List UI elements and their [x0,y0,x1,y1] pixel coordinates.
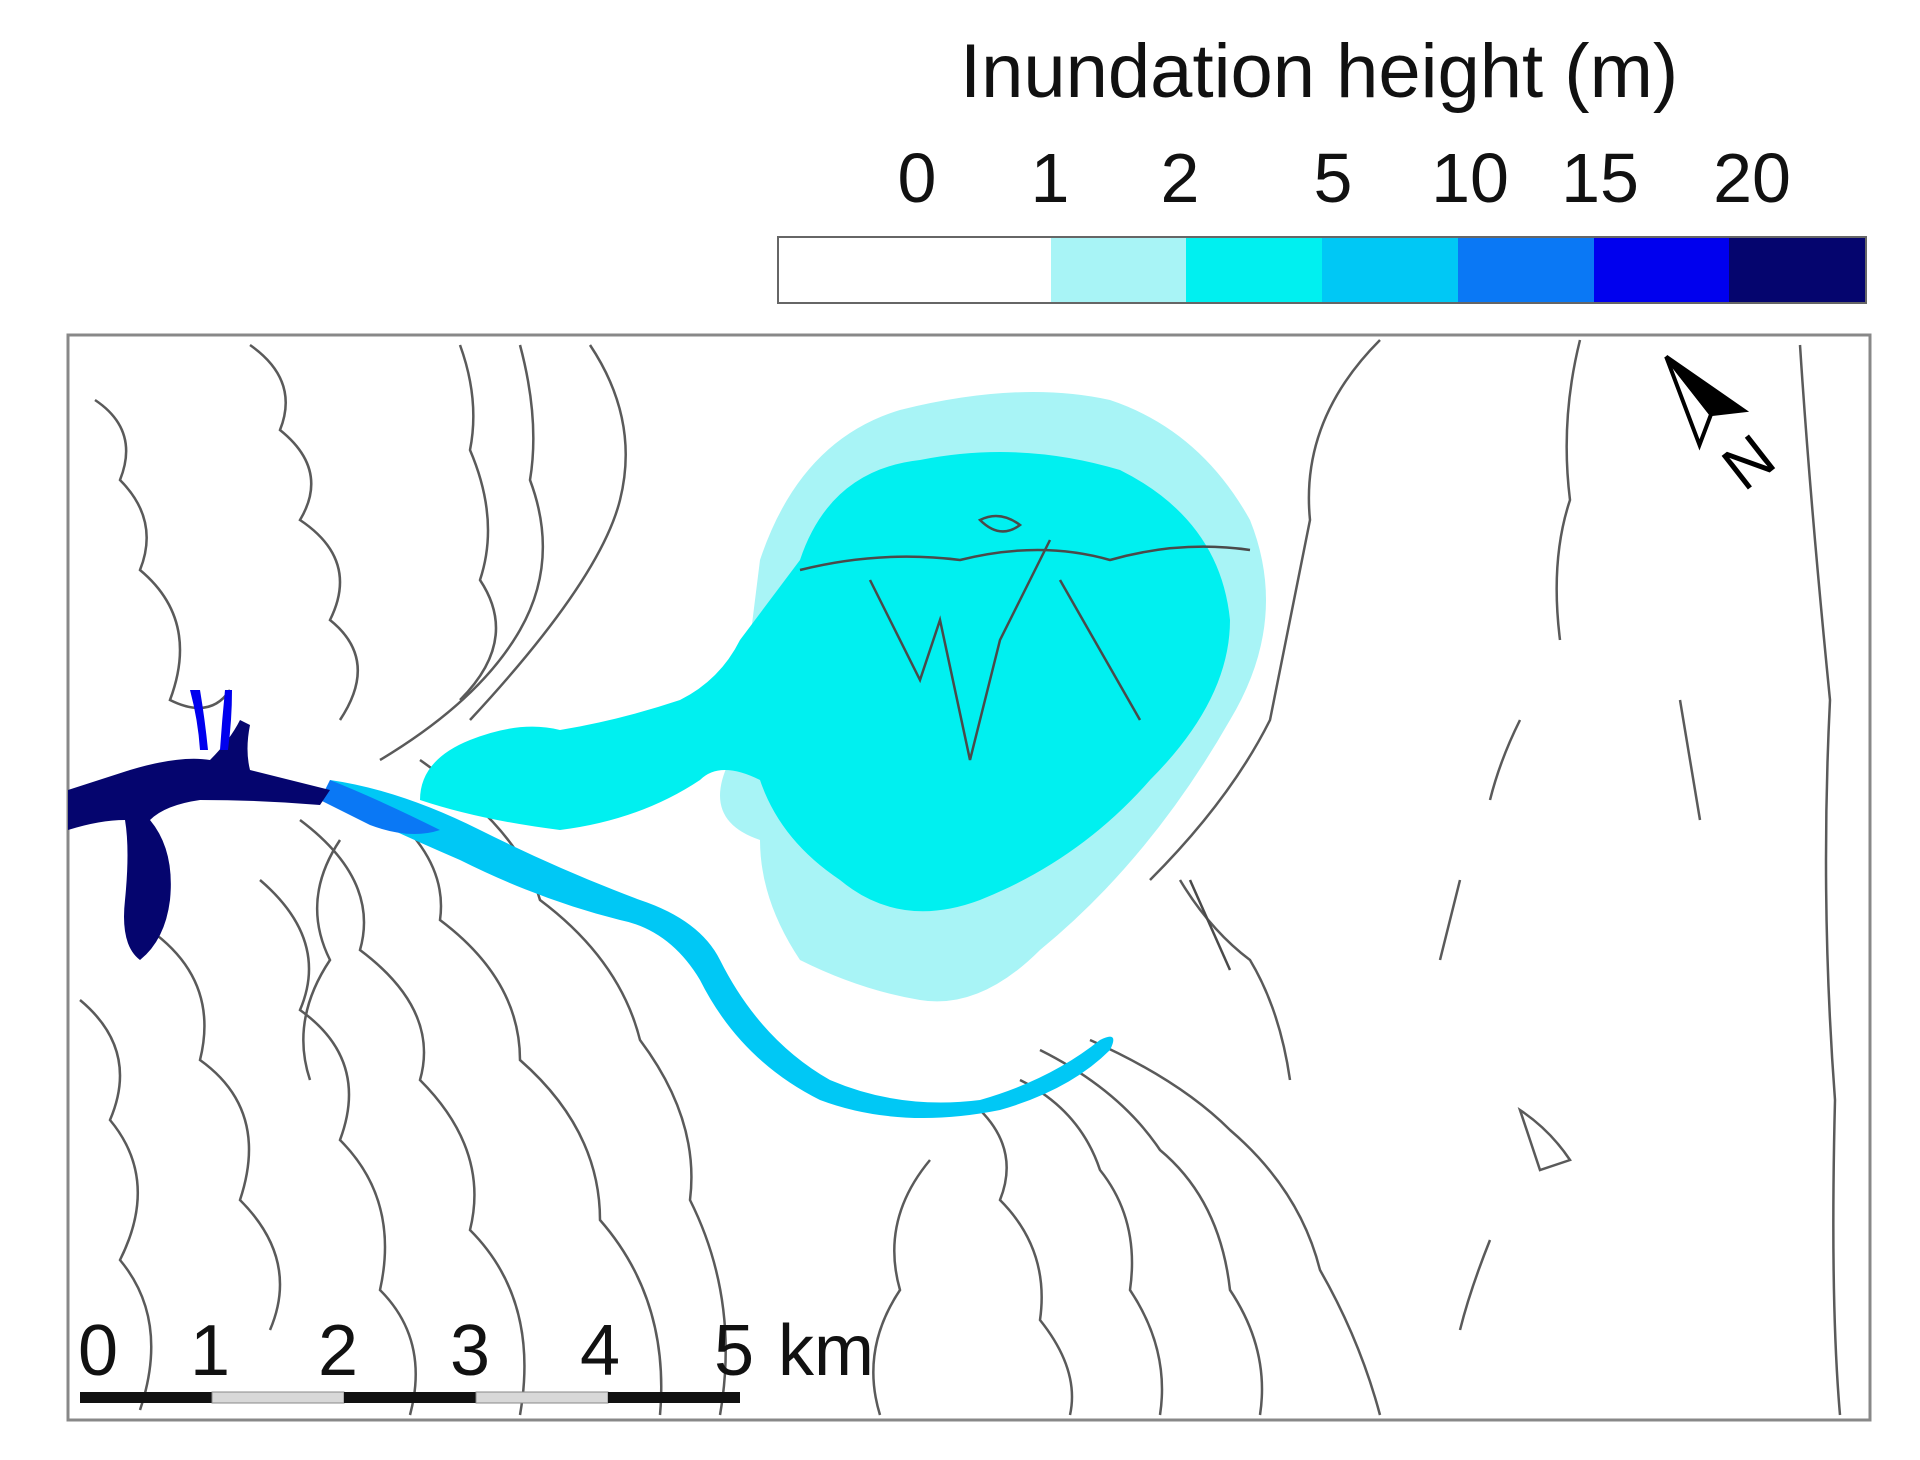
map-frame [66,333,1872,1422]
scale-label-5: 5 [713,1311,755,1391]
legend-title: Inundation height (m) [960,29,1679,114]
scale-unit: km [778,1311,874,1391]
legend-tick-1: 1 [1030,139,1070,217]
inundation-class-5-10 [330,780,1114,1118]
scale-segment-3-4 [475,1391,609,1404]
scale-segment-4-5 [608,1392,740,1403]
legend-tick-10: 10 [1431,139,1509,217]
scale-bar [80,1391,740,1404]
legend-tick-0: 0 [897,139,937,217]
inundation-overlay [68,392,1266,1118]
scale-label-2: 2 [317,1311,359,1391]
legend-swatch-0-1 [779,238,1051,302]
channel-lines [799,514,1251,971]
scale-label-1: 1 [189,1311,231,1391]
legend-color-bar [777,236,1867,304]
scale-segment-0-1 [80,1392,212,1403]
inundation-class-over-20 [68,720,330,960]
north-label: N [1710,422,1788,504]
terrain-contours [79,339,1842,1416]
legend-tick-5: 5 [1313,139,1353,217]
legend-tick-20: 20 [1713,139,1791,217]
scale-segment-1-2 [211,1391,345,1404]
scale-label-3: 3 [449,1311,491,1391]
legend-swatch-1-2 [1050,238,1187,302]
legend-swatch-5-10 [1322,238,1458,302]
legend-swatch-2-5 [1186,238,1322,302]
inundation-class-10-15 [320,780,440,834]
legend-tick-15: 15 [1561,139,1639,217]
legend-swatch-15-20 [1593,238,1730,302]
inundation-class-15-20 [190,690,232,750]
north-arrow: N [1664,355,1788,504]
scale-label-4: 4 [579,1311,621,1391]
legend-swatch-over-20 [1729,238,1865,302]
inundation-class-2-5 [420,452,1230,912]
legend-tick-2: 2 [1160,139,1200,217]
scale-label-0: 0 [77,1311,119,1391]
scale-segment-2-3 [344,1392,476,1403]
legend-swatch-10-15 [1457,238,1594,302]
